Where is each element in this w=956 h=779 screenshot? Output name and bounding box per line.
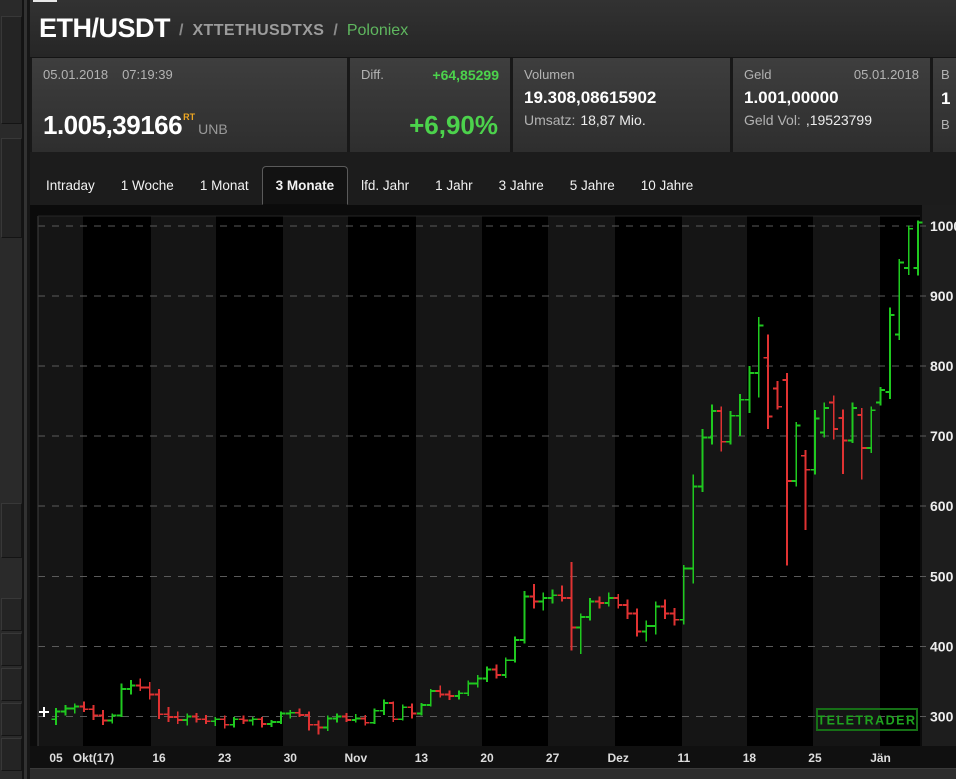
window-bottom-edge	[30, 768, 956, 779]
adjacent-panel-fragment	[1, 703, 22, 736]
instrument-code: XTTETHUSDTXS	[192, 21, 325, 39]
volume-value: 19.308,08615902	[524, 88, 657, 107]
adjacent-panel-fragment	[1, 503, 22, 558]
breadcrumb-separator: /	[179, 21, 184, 39]
quote-timestamp: 05.01.2018 07:19:39	[32, 58, 347, 82]
week-band	[416, 216, 482, 746]
ask-volume-label-clipped: B	[941, 117, 950, 132]
bid-label: Geld	[744, 67, 772, 82]
diff-percent: +6,90%	[409, 110, 498, 140]
week-band	[38, 216, 83, 746]
ask-box-clipped: B 1 B	[933, 58, 956, 152]
y-axis-area	[922, 205, 956, 768]
diff-box: Diff. +64,85299 +6,90%	[350, 58, 510, 152]
chart-label: 18	[743, 751, 757, 765]
period-tab-bar: Intraday 1 Woche 1 Monat 3 Monate lfd. Jahr 1…	[30, 166, 956, 205]
volume-label: Volumen	[524, 67, 575, 82]
bid-value: 1.001,00000	[744, 88, 839, 107]
week-band	[548, 216, 615, 746]
teletrader-logo-box	[816, 708, 918, 731]
adjacent-panel-edge	[0, 0, 30, 779]
tab-intraday[interactable]: Intraday	[46, 178, 95, 193]
quote-date: 05.01.2018	[43, 67, 109, 82]
turnover-label: Umsatz:	[524, 112, 576, 128]
chart-label: 300	[930, 708, 954, 724]
chart-label: 27	[546, 751, 560, 765]
chart-label: 500	[930, 568, 954, 584]
chart-label: 11	[677, 751, 690, 765]
tab-3-monate[interactable]: 3 Monate	[261, 166, 349, 205]
tab-lfd-jahr[interactable]: lfd. Jahr	[361, 178, 410, 193]
breadcrumb-separator: /	[333, 21, 338, 39]
bid-date: 05.01.2018	[853, 67, 919, 82]
volume-box: Volumen 19.308,08615902 Umsatz: 18,87 Mio…	[513, 58, 730, 152]
last-price-row: 1.005,39166RTUNB	[43, 110, 228, 141]
adjacent-panel-fragment	[1, 16, 22, 124]
exchange-link[interactable]: Poloniex	[346, 21, 409, 39]
quote-info-row: 05.01.2018 07:19:39 1.005,39166RTUNB Diff…	[30, 58, 956, 152]
instrument-header: ETH/USDT / XTTETHUSDTXS / Poloniex	[30, 0, 956, 58]
chart-label: 20	[480, 751, 494, 765]
teletrader-watermark: TELETRADER	[817, 714, 916, 728]
adjacent-panel-fragment	[1, 738, 22, 771]
chart-label: 700	[930, 428, 954, 444]
chart-label: 25	[808, 751, 822, 765]
tab-1-jahr[interactable]: 1 Jahr	[435, 178, 473, 193]
chart-label: 1000	[930, 218, 956, 234]
tab-1-monat[interactable]: 1 Monat	[199, 178, 249, 193]
diff-absolute: +64,85299	[432, 67, 499, 83]
chart-label: 600	[930, 498, 954, 514]
tab-3-jahre[interactable]: 3 Jahre	[498, 178, 544, 193]
window-top-highlight	[33, 0, 57, 2]
ohlc-chart[interactable]: 300 400 500 600 700 800 900 1000 TELETRADER 05 Okt…	[30, 205, 956, 768]
price-chart-panel: 300 400 500 600 700 800 900 1000 TELETRADER 05 Okt…	[30, 205, 956, 768]
chart-label: 900	[930, 288, 954, 304]
adjacent-panel-fragment	[1, 668, 22, 701]
chart-label: 05	[49, 751, 63, 765]
tab-1-woche[interactable]: 1 Woche	[120, 178, 174, 193]
chart-label: Nov	[345, 751, 368, 765]
adjacent-panel-fragment	[1, 633, 22, 666]
chart-label: 16	[152, 751, 166, 765]
adjacent-panel-fragment	[1, 138, 22, 238]
quote-window: ETH/USDT / XTTETHUSDTXS / Poloniex 05.01…	[30, 0, 956, 779]
ask-value-clipped: 1	[941, 89, 951, 108]
last-price-box: 05.01.2018 07:19:39 1.005,39166RTUNB	[32, 58, 347, 152]
chart-label: 30	[284, 751, 298, 765]
adjacent-panel-fragment	[1, 598, 22, 631]
week-band	[151, 216, 216, 746]
quote-time: 07:19:39	[122, 67, 173, 82]
bid-volume-value: ,19523799	[805, 112, 873, 128]
tab-10-jahre[interactable]: 10 Jahre	[640, 178, 694, 193]
diff-label: Diff.	[361, 67, 384, 82]
quote-quality-flag: UNB	[198, 121, 228, 137]
ask-label-clipped: B	[941, 67, 950, 82]
realtime-flag: RT	[183, 112, 196, 122]
week-band	[682, 216, 747, 746]
instrument-symbol: ETH/USDT	[39, 13, 171, 43]
chart-label: 800	[930, 358, 954, 374]
x-axis-area	[30, 746, 956, 768]
chart-label: Okt(17)	[73, 751, 114, 765]
bid-volume-label: Geld Vol:	[744, 112, 801, 128]
bid-box: Geld 05.01.2018 1.001,00000 Geld Vol: ,19…	[733, 58, 930, 152]
turnover-value: 18,87 Mio.	[580, 112, 646, 128]
week-band	[283, 216, 348, 746]
chart-label: 400	[930, 638, 954, 654]
week-band	[813, 216, 880, 746]
tab-5-jahre[interactable]: 5 Jahre	[569, 178, 615, 193]
chart-label: Dez	[608, 751, 629, 765]
chart-label: Jän	[870, 751, 891, 765]
last-price: 1.005,39166	[43, 110, 183, 140]
chart-label: 23	[218, 751, 232, 765]
panel-divider	[22, 0, 30, 779]
chart-label: 13	[415, 751, 429, 765]
